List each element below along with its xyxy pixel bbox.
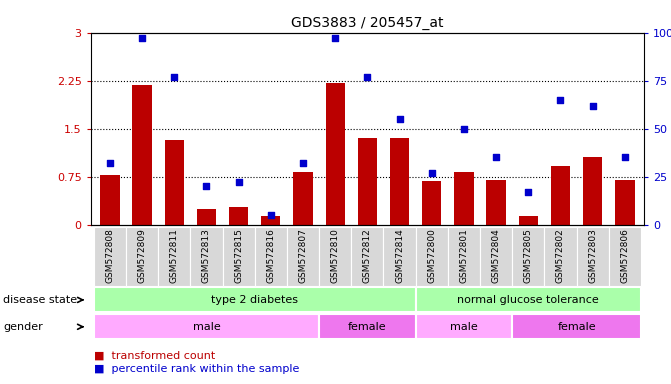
Text: GSM572801: GSM572801 <box>460 228 468 283</box>
Bar <box>480 227 512 286</box>
Bar <box>583 157 603 225</box>
Bar <box>255 227 287 286</box>
Text: gender: gender <box>3 322 43 332</box>
Text: female: female <box>348 322 386 332</box>
Point <box>587 103 598 109</box>
Text: ■  percentile rank within the sample: ■ percentile rank within the sample <box>94 364 299 374</box>
Bar <box>415 314 512 339</box>
Bar <box>422 181 442 225</box>
Point <box>298 160 309 166</box>
Point <box>491 154 501 161</box>
Point <box>394 116 405 122</box>
Bar <box>261 216 280 225</box>
Bar <box>94 314 319 339</box>
Text: GSM572811: GSM572811 <box>170 228 178 283</box>
Point <box>266 212 276 218</box>
Text: GSM572816: GSM572816 <box>266 228 275 283</box>
Text: male: male <box>450 322 478 332</box>
Point <box>234 179 244 185</box>
Bar <box>287 227 319 286</box>
Bar <box>415 287 641 313</box>
Point <box>619 154 630 161</box>
Bar <box>576 227 609 286</box>
Bar <box>158 227 191 286</box>
Point <box>362 74 372 80</box>
Bar <box>325 83 345 225</box>
Text: GSM572812: GSM572812 <box>363 228 372 283</box>
Bar <box>164 140 184 225</box>
Point <box>137 35 148 41</box>
Bar <box>512 314 641 339</box>
Bar <box>319 314 415 339</box>
Title: GDS3883 / 205457_at: GDS3883 / 205457_at <box>291 16 444 30</box>
Point <box>426 170 437 176</box>
Bar <box>197 209 216 225</box>
Text: normal glucose tolerance: normal glucose tolerance <box>458 295 599 305</box>
Bar <box>319 227 352 286</box>
Text: GSM572813: GSM572813 <box>202 228 211 283</box>
Bar <box>223 227 255 286</box>
Text: type 2 diabetes: type 2 diabetes <box>211 295 298 305</box>
Text: GSM572806: GSM572806 <box>621 228 629 283</box>
Text: GSM572803: GSM572803 <box>588 228 597 283</box>
Point <box>169 74 180 80</box>
Bar <box>383 227 415 286</box>
Text: GSM572814: GSM572814 <box>395 228 404 283</box>
Text: female: female <box>557 322 596 332</box>
Text: GSM572805: GSM572805 <box>524 228 533 283</box>
Text: GSM572808: GSM572808 <box>105 228 114 283</box>
Bar <box>486 180 506 225</box>
Point <box>201 183 212 189</box>
Bar <box>551 166 570 225</box>
Bar <box>358 138 377 225</box>
Point <box>555 97 566 103</box>
Text: ■  transformed count: ■ transformed count <box>94 350 215 360</box>
Text: GSM572802: GSM572802 <box>556 228 565 283</box>
Bar <box>293 172 313 225</box>
Bar <box>415 227 448 286</box>
Bar <box>615 180 635 225</box>
Text: male: male <box>193 322 220 332</box>
Bar <box>454 172 474 225</box>
Point <box>330 35 341 41</box>
Bar <box>390 138 409 225</box>
Bar <box>229 207 248 225</box>
Text: GSM572800: GSM572800 <box>427 228 436 283</box>
Bar <box>100 175 119 225</box>
Bar <box>132 85 152 225</box>
Bar <box>609 227 641 286</box>
Text: GSM572807: GSM572807 <box>299 228 307 283</box>
Point <box>523 189 533 195</box>
Text: GSM572804: GSM572804 <box>492 228 501 283</box>
Bar <box>448 227 480 286</box>
Bar <box>544 227 576 286</box>
Bar <box>126 227 158 286</box>
Bar <box>191 227 223 286</box>
Text: disease state: disease state <box>3 295 77 305</box>
Point <box>105 160 115 166</box>
Text: GSM572809: GSM572809 <box>138 228 146 283</box>
Bar <box>519 216 538 225</box>
Bar <box>352 227 383 286</box>
Bar <box>512 227 544 286</box>
Point <box>458 126 469 132</box>
Bar <box>94 287 415 313</box>
Bar <box>94 227 126 286</box>
Text: GSM572815: GSM572815 <box>234 228 243 283</box>
Text: GSM572810: GSM572810 <box>331 228 340 283</box>
